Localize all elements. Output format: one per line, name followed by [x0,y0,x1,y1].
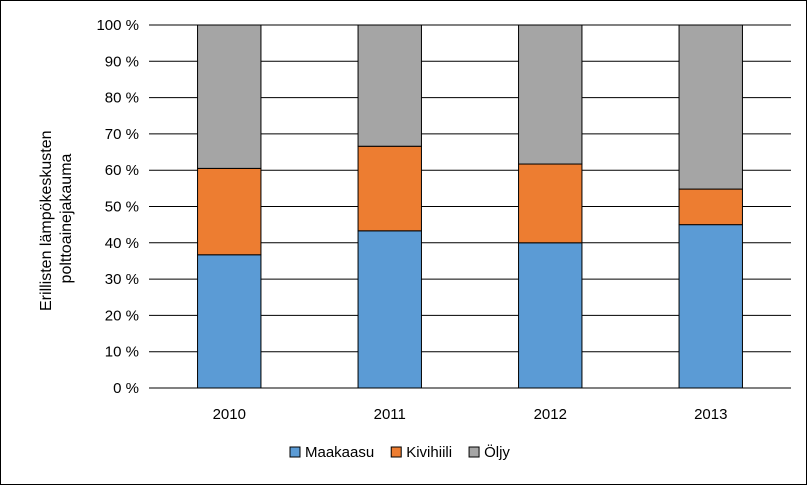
y-tick-label: 90 % [105,53,139,70]
bar-segment [358,146,421,231]
legend-label: Maakaasu [305,444,374,461]
legend-swatch [290,447,300,457]
legend-label: Öljy [484,443,510,461]
bar-segment [679,25,742,189]
bar-segment [198,255,261,388]
y-tick-label: 40 % [105,235,139,252]
y-tick-label: 70 % [105,126,139,143]
y-tick-label: 10 % [105,344,139,361]
y-tick-label: 20 % [105,307,139,324]
legend-label: Kivihiili [406,444,452,461]
y-axis-label-line-1: Erillisten lämpökeskusten [38,130,55,311]
x-axis-ticks: 2010 2011 2012 2013 [213,406,728,423]
bar-segment [358,231,421,388]
y-axis-label-line-2: polttoainejakauma [58,153,75,283]
y-tick-label: 50 % [105,199,139,216]
y-tick-label: 100 % [96,17,139,34]
legend-swatch [469,447,479,457]
bar-segment [358,25,421,146]
y-tick-label: 60 % [105,162,139,179]
bar-segment [519,164,582,243]
x-tick-label: 2013 [694,406,727,423]
x-tick-label: 2012 [534,406,567,423]
bar-segment [519,243,582,388]
y-axis-ticks: 0 % 10 % 20 % 30 % 40 % 50 % 60 % 70 % 80 % 90 % 1… [96,17,139,397]
y-tick-label: 30 % [105,271,139,288]
bar-segment [679,189,742,225]
y-tick-label: 0 % [113,380,139,397]
x-tick-label: 2010 [213,406,246,423]
bar-segment [198,25,261,168]
y-axis-label: Erillisten lämpökeskusten polttoainejaka… [38,126,75,311]
legend: Maakaasu Kivihiili Öljy [290,443,510,461]
bar-segment [679,225,742,388]
y-tick-label: 80 % [105,90,139,107]
bar-segment [198,168,261,254]
legend-swatch [391,447,401,457]
bar-segment [519,25,582,164]
x-tick-label: 2011 [374,406,406,423]
